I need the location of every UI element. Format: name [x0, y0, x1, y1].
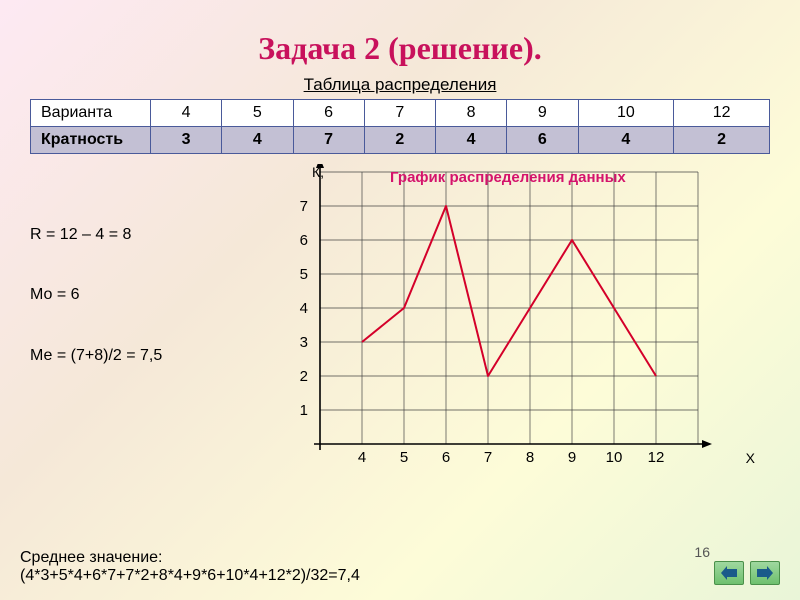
arrow-right-icon: [757, 566, 773, 580]
svg-text:8: 8: [526, 449, 534, 466]
table-cell: 3: [151, 127, 222, 154]
table-row: Варианта 4 5 6 7 8 9 10 12: [31, 100, 770, 127]
next-button[interactable]: [750, 561, 780, 585]
table-cell: 9: [507, 100, 578, 127]
svg-text:7: 7: [484, 449, 492, 466]
svg-text:4: 4: [300, 300, 308, 317]
table-cell: 6: [293, 100, 364, 127]
page-title: Задача 2 (решение).: [30, 30, 770, 67]
y-axis-label: К,: [312, 164, 324, 180]
mean-calculation: Среднее значение: (4*3+5*4+6*7+7*2+8*4+9…: [20, 549, 360, 585]
table-cell: 4: [436, 127, 507, 154]
mean-label: Среднее значение:: [20, 549, 360, 567]
stat-mode: Мо = 6: [30, 284, 260, 306]
table-cell: 2: [674, 127, 770, 154]
distribution-chart: К, График распределения данных 123456745…: [260, 164, 760, 484]
svg-text:6: 6: [300, 232, 308, 249]
navigation: [714, 561, 780, 585]
svg-text:6: 6: [442, 449, 450, 466]
table-cell: 10: [578, 100, 674, 127]
x-axis-label: Х: [746, 450, 755, 466]
page-number: 16: [694, 544, 710, 560]
row-label: Кратность: [31, 127, 151, 154]
table-cell: 12: [674, 100, 770, 127]
svg-text:2: 2: [300, 368, 308, 385]
table-cell: 5: [222, 100, 293, 127]
table-cell: 8: [436, 100, 507, 127]
mean-formula: (4*3+5*4+6*7+7*2+8*4+9*6+10*4+12*2)/32=7…: [20, 567, 360, 585]
stat-range: R = 12 – 4 = 8: [30, 224, 260, 246]
table-cell: 4: [222, 127, 293, 154]
svg-text:3: 3: [300, 334, 308, 351]
svg-text:5: 5: [300, 266, 308, 283]
table-cell: 6: [507, 127, 578, 154]
svg-text:12: 12: [648, 449, 665, 466]
statistics-block: R = 12 – 4 = 8 Мо = 6 Ме = (7+8)/2 = 7,5: [30, 164, 260, 405]
table-cell: 4: [151, 100, 222, 127]
prev-button[interactable]: [714, 561, 744, 585]
svg-text:7: 7: [300, 198, 308, 215]
svg-text:10: 10: [606, 449, 623, 466]
row-label: Варианта: [31, 100, 151, 127]
table-cell: 4: [578, 127, 674, 154]
svg-text:5: 5: [400, 449, 408, 466]
table-caption: Таблица распределения: [30, 75, 770, 95]
stat-median: Ме = (7+8)/2 = 7,5: [30, 345, 260, 367]
table-cell: 7: [293, 127, 364, 154]
arrow-left-icon: [721, 566, 737, 580]
chart-svg: 12345674567891012: [260, 164, 740, 484]
table-cell: 2: [364, 127, 435, 154]
table-cell: 7: [364, 100, 435, 127]
svg-text:4: 4: [358, 449, 366, 466]
distribution-table: Варианта 4 5 6 7 8 9 10 12 Кратность 3 4…: [30, 99, 770, 154]
chart-title: График распределения данных: [390, 169, 626, 186]
svg-text:1: 1: [300, 402, 308, 419]
svg-text:9: 9: [568, 449, 576, 466]
table-row: Кратность 3 4 7 2 4 6 4 2: [31, 127, 770, 154]
